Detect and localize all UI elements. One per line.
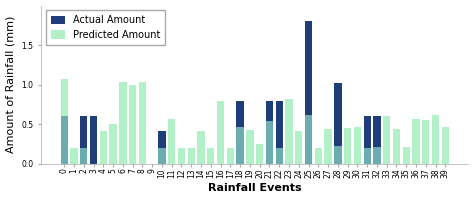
- Bar: [432, 115, 439, 164]
- Bar: [139, 82, 146, 164]
- Bar: [422, 120, 429, 164]
- Bar: [188, 148, 195, 164]
- Bar: [119, 82, 127, 164]
- Bar: [256, 144, 264, 164]
- Bar: [344, 128, 351, 164]
- Bar: [266, 121, 273, 164]
- Bar: [364, 148, 371, 164]
- Bar: [158, 131, 165, 148]
- Bar: [90, 116, 97, 164]
- Bar: [237, 127, 244, 164]
- Bar: [178, 148, 185, 164]
- Bar: [129, 85, 137, 164]
- Bar: [61, 79, 68, 116]
- Bar: [373, 116, 381, 146]
- Bar: [295, 131, 302, 164]
- Bar: [158, 148, 165, 164]
- Bar: [80, 116, 87, 148]
- Bar: [246, 130, 254, 164]
- Bar: [70, 148, 78, 164]
- Bar: [383, 116, 391, 164]
- Bar: [364, 116, 371, 148]
- Bar: [275, 148, 283, 164]
- Bar: [305, 21, 312, 115]
- Bar: [197, 131, 205, 164]
- Y-axis label: Amount of Rainfall (mm): Amount of Rainfall (mm): [6, 16, 16, 153]
- Bar: [266, 101, 273, 121]
- Bar: [354, 127, 361, 164]
- Bar: [237, 101, 244, 127]
- Bar: [324, 129, 332, 164]
- Bar: [227, 148, 234, 164]
- Bar: [315, 148, 322, 164]
- Legend: Actual Amount, Predicted Amount: Actual Amount, Predicted Amount: [46, 10, 165, 45]
- Bar: [100, 132, 107, 164]
- Bar: [442, 127, 449, 164]
- Bar: [334, 83, 341, 146]
- Bar: [275, 101, 283, 148]
- Bar: [207, 148, 214, 164]
- Bar: [402, 147, 410, 164]
- Bar: [109, 124, 117, 164]
- Bar: [334, 146, 341, 164]
- Bar: [412, 119, 419, 164]
- Bar: [285, 99, 292, 164]
- X-axis label: Rainfall Events: Rainfall Events: [208, 183, 301, 193]
- Bar: [80, 148, 87, 164]
- Bar: [393, 129, 400, 164]
- Bar: [305, 115, 312, 164]
- Bar: [373, 146, 381, 164]
- Bar: [168, 119, 175, 164]
- Bar: [217, 101, 224, 164]
- Bar: [61, 116, 68, 164]
